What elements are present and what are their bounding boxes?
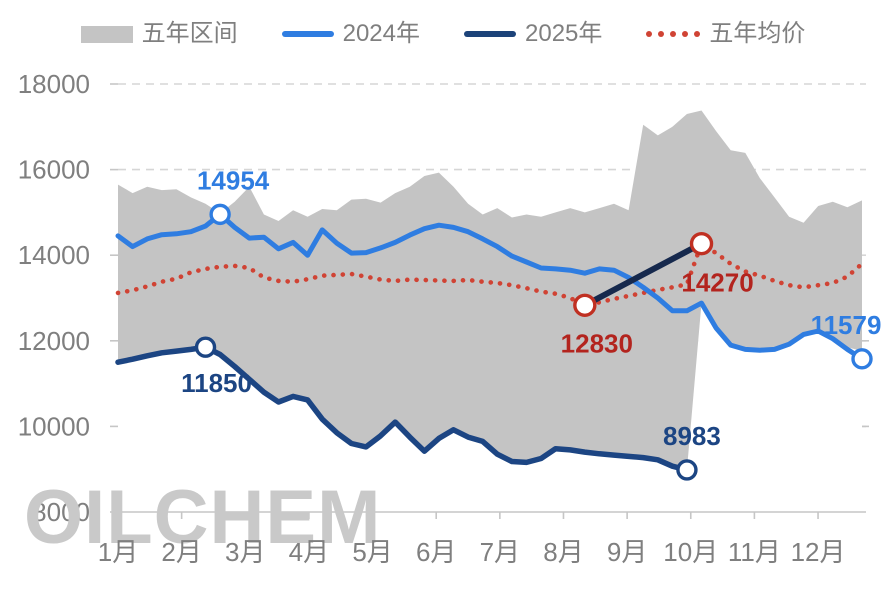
marker-11579 (851, 348, 873, 370)
marker-14270 (689, 231, 714, 256)
marker-8983 (676, 459, 698, 481)
x-month-label-6: 6月 (416, 537, 456, 567)
line-2025-swatch (464, 31, 516, 37)
chart-legend: 五年区间 2024年 2025年 五年均价 (0, 16, 886, 52)
avg-dotted-swatch (646, 31, 701, 37)
x-month-label-12: 12月 (791, 537, 846, 567)
five-year-average-line (115, 241, 865, 308)
legend-item-2024: 2024年 (281, 20, 420, 47)
annotation-14270: 14270 (681, 268, 753, 298)
x-month-label-5: 5月 (352, 537, 392, 567)
y-tick-label-12000: 12000 (18, 326, 90, 356)
band-underfill (118, 303, 862, 512)
y-tick-label-8000: 8000 (32, 497, 90, 527)
annotation-8983: 8983 (663, 421, 721, 451)
marker-11850 (194, 336, 217, 358)
marker-14954 (209, 203, 231, 226)
range-band-swatch (80, 25, 133, 43)
y-tick-label-10000: 10000 (18, 411, 90, 441)
legend-item-avg: 五年均价 (646, 22, 805, 46)
y-tick-label-14000: 14000 (18, 240, 90, 270)
marker-12830 (573, 293, 597, 317)
x-month-label-1: 1月 (98, 537, 138, 567)
x-month-label-3: 3月 (225, 537, 265, 567)
x-month-label-2: 2月 (161, 537, 201, 567)
five-year-range-band (118, 110, 862, 470)
y-tick-label-18000: 18000 (18, 69, 90, 99)
legend-label-2024: 2024年 (342, 20, 420, 47)
series-2024-line (115, 211, 865, 362)
x-month-label-9: 9月 (607, 537, 647, 567)
legend-label-range: 五年区间 (141, 20, 238, 47)
annotation-14954: 14954 (197, 165, 270, 195)
x-month-label-7: 7月 (480, 537, 520, 567)
x-month-label-8: 8月 (543, 537, 583, 567)
x-month-label-4: 4月 (289, 537, 329, 567)
watermark-oilchem: OILCHEM (24, 475, 381, 560)
legend-label-2025: 2025年 (525, 20, 603, 47)
x-month-label-10: 10月 (663, 537, 718, 567)
legend-item-range: 五年区间 (80, 20, 238, 47)
average-jump-connector (581, 240, 705, 309)
annotation-11579: 11579 (811, 310, 882, 340)
legend-label-avg: 五年均价 (709, 20, 806, 47)
y-tick-label-16000: 16000 (18, 155, 90, 185)
annotation-12830: 12830 (561, 328, 633, 358)
legend-item-2025: 2025年 (464, 22, 602, 46)
x-month-label-11: 11月 (728, 537, 781, 567)
line-2024-swatch (281, 31, 334, 37)
annotation-11850: 11850 (181, 368, 252, 398)
